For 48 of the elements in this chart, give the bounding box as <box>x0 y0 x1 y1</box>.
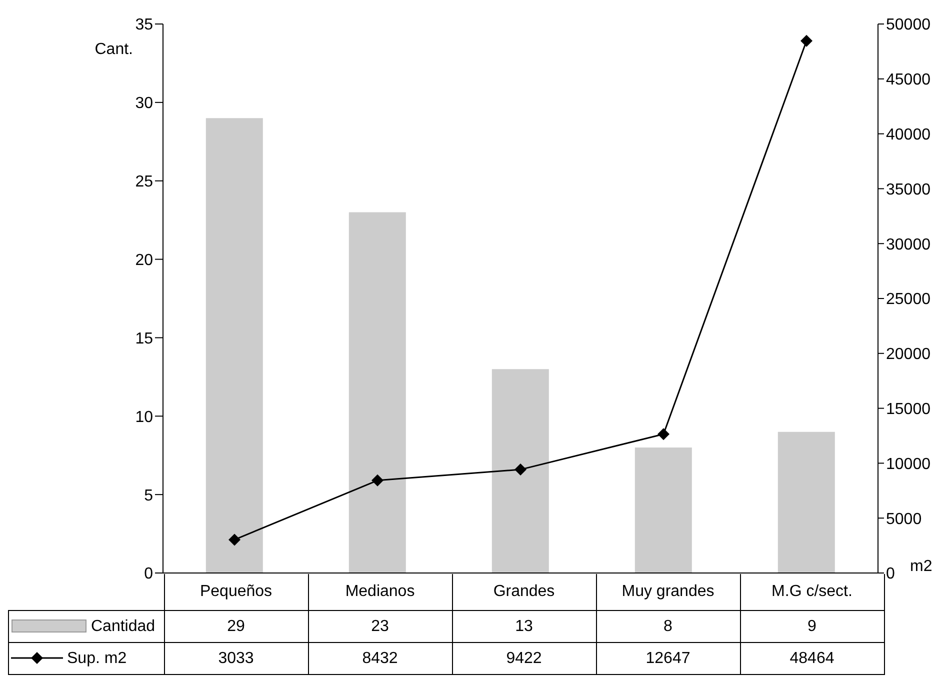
data-label: 13 <box>452 610 596 642</box>
data-label: 29 <box>164 610 308 642</box>
data-label: 3033 <box>164 642 308 674</box>
bar <box>206 118 263 573</box>
data-label: 48464 <box>740 642 884 674</box>
y-tick-label: 5 <box>144 487 154 504</box>
data-label: 12647 <box>596 642 740 674</box>
point <box>514 464 526 476</box>
y2-tick-label: 40000 <box>886 126 931 144</box>
point <box>228 534 240 546</box>
bar <box>778 432 835 573</box>
y-tick-label: 20 <box>135 252 154 269</box>
data-label: 23 <box>308 610 452 642</box>
x-tick-label: Medianos <box>308 574 452 610</box>
y-axis-title: Cant. <box>94 41 133 58</box>
y2-tick-label: 10000 <box>886 456 931 473</box>
point <box>658 428 670 440</box>
y-tick-label: 0 <box>144 566 154 583</box>
y-tick-label: 30 <box>135 95 154 112</box>
x-tick-label: M.G c/sect. <box>740 574 884 610</box>
bar <box>492 369 549 573</box>
data-label: 8 <box>596 610 740 642</box>
y2-tick-label: 45000 <box>886 72 931 89</box>
y-tick-label: 25 <box>135 174 154 191</box>
y2-tick-label: 25000 <box>886 291 931 308</box>
y2-tick-label: 50000 <box>886 16 931 34</box>
point <box>800 34 812 47</box>
y2-tick-label: 15000 <box>886 400 931 418</box>
y2-tick-label: 0 <box>886 566 895 583</box>
legend-label: Cantidad <box>8 610 164 642</box>
x-tick-label: Pequeños <box>164 574 308 610</box>
y2-axis-title: m2 <box>910 558 932 575</box>
data-label: 9422 <box>452 642 596 674</box>
point <box>372 474 384 486</box>
y-tick-label: 15 <box>135 330 154 348</box>
legend-label: Sup. m2 <box>8 642 164 674</box>
bar <box>348 212 406 573</box>
y2-tick-label: 30000 <box>886 236 931 254</box>
data-label: 9 <box>740 610 884 642</box>
x-tick-label: Muy grandes <box>596 574 740 610</box>
y2-tick-label: 20000 <box>886 346 931 364</box>
x-tick-label: Grandes <box>452 574 596 610</box>
y-tick-label: 10 <box>135 408 154 426</box>
bar <box>634 448 692 573</box>
y-tick-label: 35 <box>135 16 154 34</box>
data-label: 8432 <box>308 642 452 674</box>
y2-tick-label: 35000 <box>886 181 931 198</box>
y2-tick-label: 5000 <box>886 510 922 528</box>
